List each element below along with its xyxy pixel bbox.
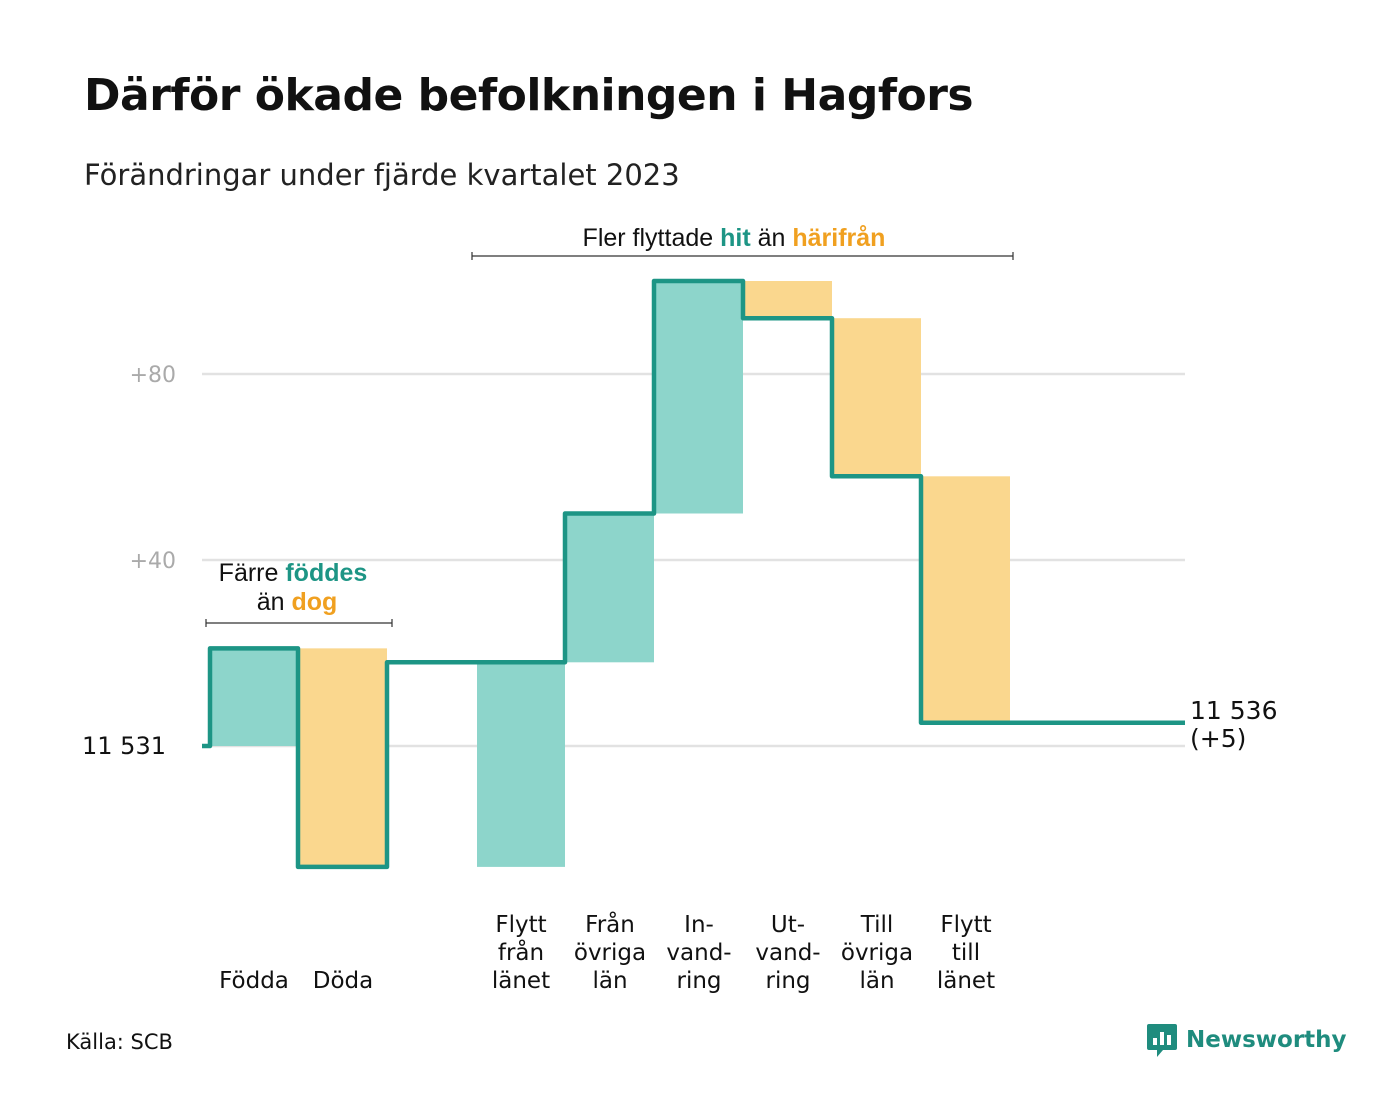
moves-annotation-part: än bbox=[751, 224, 793, 252]
cumulative-line bbox=[202, 278, 1185, 870]
chart-subtitle: Förändringar under fjärde kvartalet 2023 bbox=[84, 158, 680, 192]
bars bbox=[210, 281, 1010, 867]
moves-annotation-part: härifrån bbox=[792, 224, 885, 252]
x-category-label: länet bbox=[492, 968, 550, 994]
end-change-label: (+5) bbox=[1190, 724, 1246, 753]
brand-logo[interactable]: Newsworthy bbox=[1146, 1022, 1347, 1058]
births-annotation-line2-part: än bbox=[257, 588, 292, 616]
bar-gain bbox=[655, 281, 743, 514]
bar-loss bbox=[299, 648, 387, 867]
x-category-label: till bbox=[952, 940, 980, 966]
newsworthy-icon bbox=[1147, 1024, 1177, 1057]
moves-annotation-part: hit bbox=[720, 224, 751, 252]
x-category-label: Från bbox=[585, 910, 635, 938]
x-category-label: Födda bbox=[219, 968, 289, 994]
x-category-label: Ut- bbox=[771, 912, 805, 938]
bar-gain bbox=[210, 648, 298, 746]
x-category-label: ring bbox=[676, 968, 721, 994]
x-category-label: Döda bbox=[313, 968, 373, 994]
bar-gain bbox=[477, 662, 565, 867]
x-category-label: vand- bbox=[755, 940, 820, 966]
bar-loss bbox=[922, 476, 1010, 723]
chart-title: Därför ökade befolkningen i Hagfors bbox=[84, 70, 974, 121]
source-note: Källa: SCB bbox=[66, 1030, 173, 1054]
x-category-label: län bbox=[592, 968, 627, 994]
bar-gain bbox=[566, 513, 654, 663]
x-category-label: vand- bbox=[666, 940, 731, 966]
moves-annotation-part: Fler flyttade bbox=[583, 224, 721, 252]
x-category-label: ring bbox=[765, 968, 810, 994]
births-annotation-line1-part: föddes bbox=[285, 559, 367, 587]
end-value-label: 11 536 bbox=[1190, 696, 1277, 725]
bar-loss bbox=[744, 281, 832, 319]
bar-loss bbox=[833, 318, 921, 477]
y-tick-label: +80 bbox=[130, 363, 176, 388]
x-category-label: från bbox=[498, 938, 544, 966]
x-category-label: Till bbox=[860, 912, 894, 938]
cumulative-line-layer bbox=[202, 278, 1185, 870]
start-value-label: 11 531 bbox=[82, 732, 166, 760]
births-annotation-line1: Färre föddes bbox=[219, 559, 368, 587]
moves-annotation: Fler flyttade hit än härifrån bbox=[583, 224, 886, 252]
brand-name: Newsworthy bbox=[1186, 1027, 1347, 1053]
x-category-label: In- bbox=[684, 912, 714, 938]
births-annotation-line2-part: dog bbox=[291, 588, 337, 616]
x-category-label: övriga bbox=[841, 940, 913, 966]
x-category-label: Flytt bbox=[940, 912, 991, 938]
x-category-label: Flytt bbox=[495, 912, 546, 938]
x-category-label: län bbox=[859, 968, 894, 994]
births-annotation-line2: än dog bbox=[257, 588, 338, 616]
y-tick-label: +40 bbox=[130, 549, 176, 574]
x-category-label: länet bbox=[937, 968, 995, 994]
births-annotation-line1-part: Färre bbox=[219, 559, 286, 587]
x-category-label: övriga bbox=[574, 940, 646, 966]
